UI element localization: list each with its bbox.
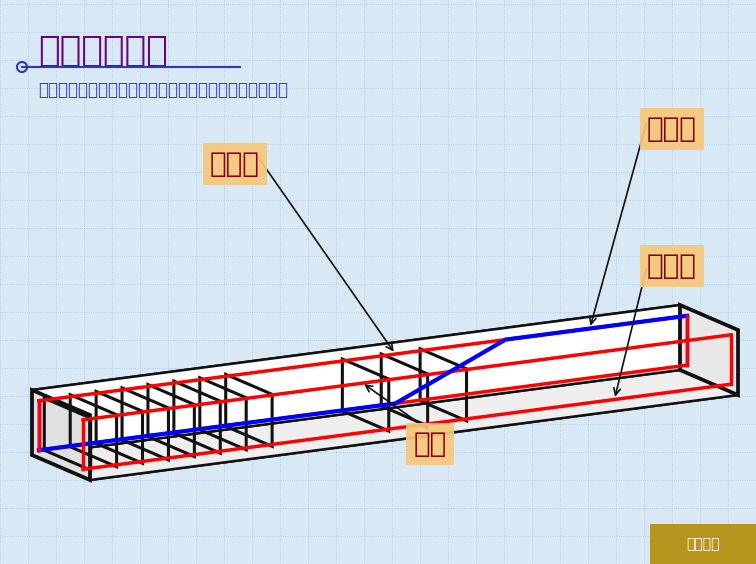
Polygon shape: [32, 305, 738, 415]
Text: 钢筋混凝土梁一般采用立面图和断面图表示钢筋配置情况: 钢筋混凝土梁一般采用立面图和断面图表示钢筋配置情况: [38, 81, 288, 99]
Text: 钢筋混凝土梁: 钢筋混凝土梁: [38, 34, 168, 68]
Polygon shape: [90, 330, 738, 480]
Polygon shape: [32, 390, 90, 480]
Polygon shape: [680, 305, 738, 395]
Text: 箍筋: 箍筋: [414, 430, 447, 458]
Text: 架立筋: 架立筋: [210, 150, 260, 178]
Text: 受力筋: 受力筋: [647, 252, 697, 280]
Text: 弯起筋: 弯起筋: [647, 115, 697, 143]
FancyBboxPatch shape: [650, 524, 756, 564]
Text: 返回目录: 返回目录: [686, 537, 720, 551]
Polygon shape: [32, 370, 738, 480]
Polygon shape: [32, 305, 680, 455]
